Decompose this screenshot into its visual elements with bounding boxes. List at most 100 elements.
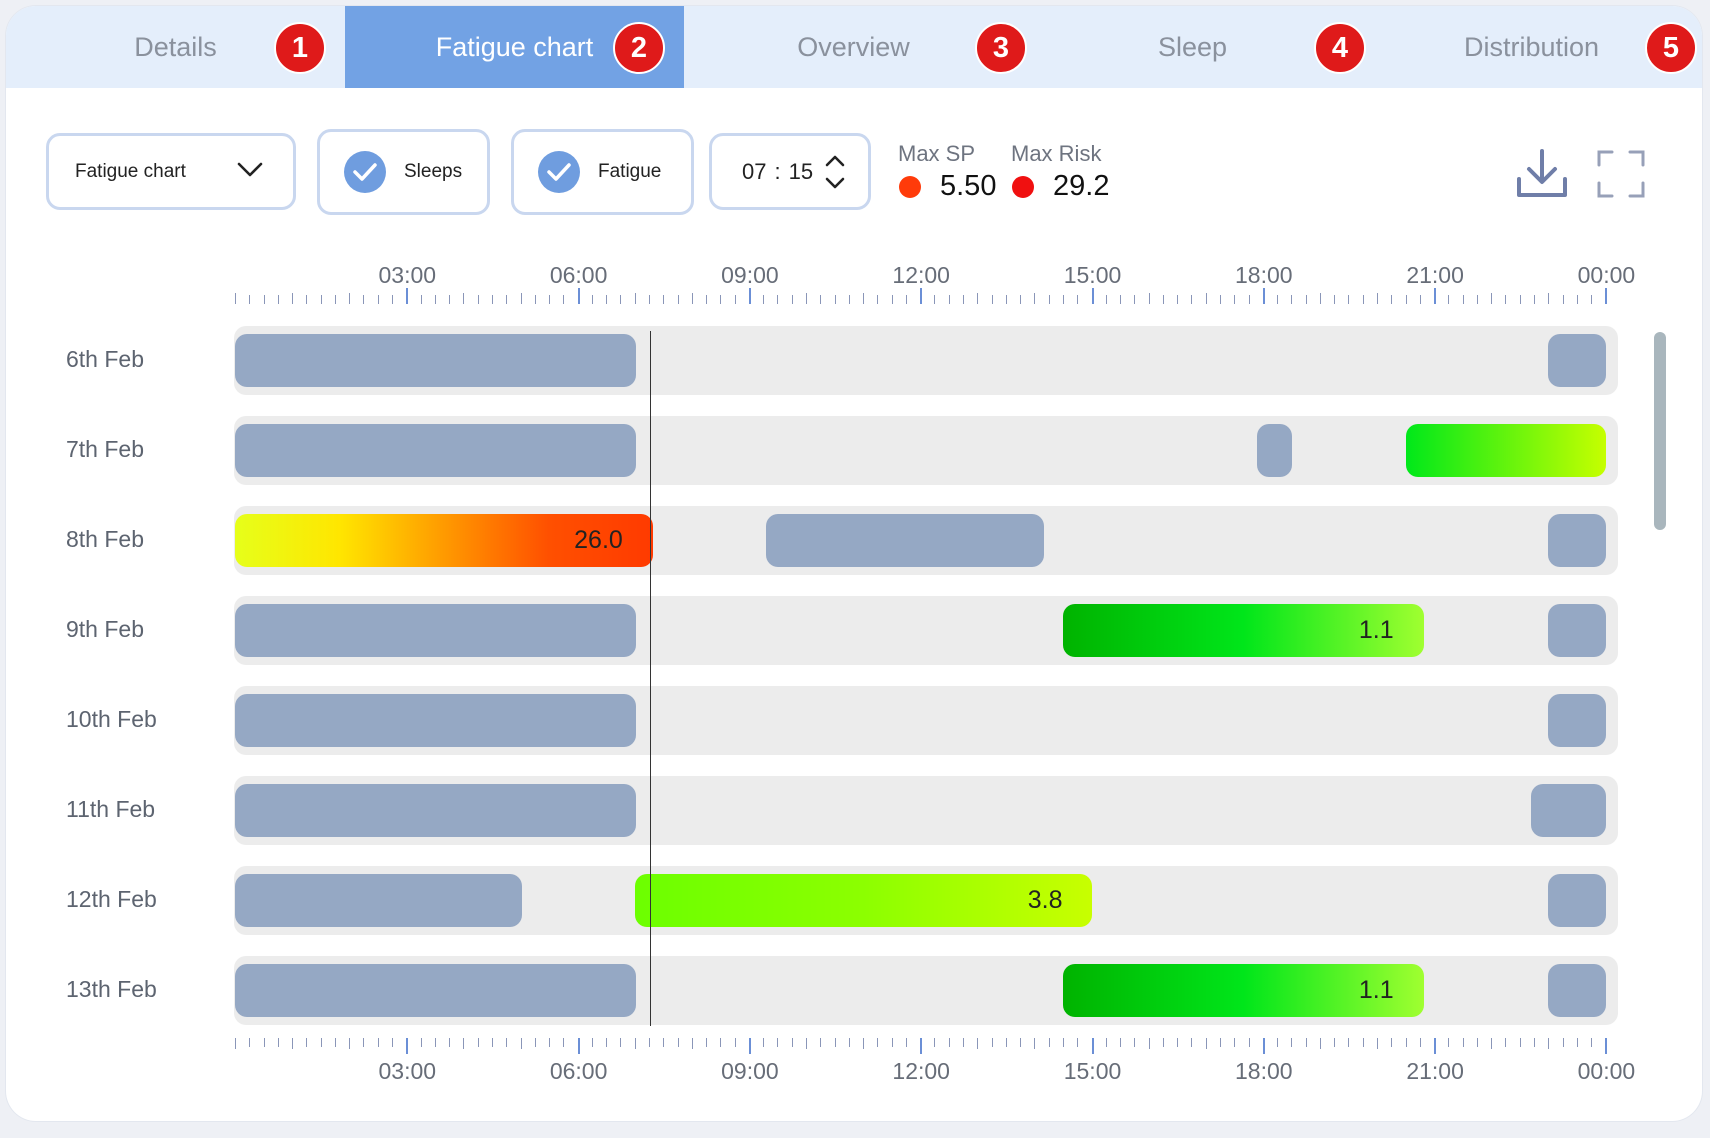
axis-tick: [791, 1038, 793, 1047]
sleep-bar[interactable]: [1257, 424, 1293, 477]
axis-tick: [434, 295, 436, 304]
axis-tick: [863, 1038, 865, 1049]
time-input[interactable]: 07 : 15: [709, 133, 871, 210]
axis-tick: [891, 1038, 893, 1047]
sleep-bar[interactable]: [235, 874, 522, 927]
axis-tick: [905, 1038, 907, 1047]
fatigue-bar[interactable]: 1.1: [1062, 604, 1424, 657]
sleep-bar[interactable]: [1531, 784, 1606, 837]
fatigue-bar[interactable]: [1405, 424, 1606, 477]
axis-tick: [1148, 293, 1150, 304]
axis-tick: [1519, 295, 1521, 304]
axis-tick: [706, 1038, 708, 1047]
fullscreen-icon[interactable]: [1596, 149, 1646, 199]
axis-tick: [406, 288, 409, 304]
sleep-bar[interactable]: [1548, 334, 1606, 387]
axis-tick: [1305, 1038, 1307, 1047]
axis-tick: [1334, 1038, 1336, 1047]
axis-tick: [1348, 1038, 1350, 1047]
fatigue-toggle[interactable]: Fatigue: [511, 129, 694, 215]
chart-scrollbar[interactable]: [1654, 332, 1666, 530]
axis-tick: [1091, 288, 1094, 304]
sleep-bar[interactable]: [766, 514, 1044, 567]
axis-tick: [1348, 295, 1350, 304]
axis-tick: [720, 295, 722, 304]
fatigue-value-label: 26.0: [574, 526, 623, 554]
axis-tick: [934, 1038, 936, 1047]
sleeps-toggle[interactable]: Sleeps: [317, 129, 490, 215]
axis-tick: [1319, 1038, 1321, 1049]
sleep-bar[interactable]: [1548, 514, 1606, 567]
fatigue-bar[interactable]: 3.8: [634, 874, 1093, 927]
sleep-bar[interactable]: [1548, 964, 1606, 1017]
axis-tick: [748, 288, 751, 304]
axis-tick: [392, 1038, 394, 1047]
axis-tick: [292, 293, 294, 304]
axis-tick: [1405, 1038, 1407, 1047]
axis-tick: [1205, 293, 1207, 304]
axis-tick: [349, 1038, 351, 1049]
axis-tick: [1534, 1038, 1536, 1047]
sleep-bar[interactable]: [235, 604, 636, 657]
x-axis-label-bottom: 18:00: [1235, 1058, 1293, 1084]
axis-tick: [420, 295, 422, 304]
axis-tick: [606, 295, 608, 304]
axis-tick: [263, 1038, 265, 1047]
tab-details[interactable]: Details: [6, 6, 345, 88]
sleep-bar[interactable]: [235, 424, 636, 477]
badge-1: 1: [274, 22, 326, 74]
fatigue-bar[interactable]: 1.1: [1062, 964, 1424, 1017]
fatigue-bar[interactable]: 26.0: [235, 514, 653, 567]
axis-tick: [820, 295, 822, 304]
axis-tick: [377, 1038, 379, 1047]
x-axis-label-top: 03:00: [378, 262, 437, 288]
axis-tick: [1048, 1038, 1050, 1047]
sleep-bar[interactable]: [1548, 694, 1606, 747]
axis-tick: [877, 1038, 879, 1047]
axis-tick: [292, 1038, 294, 1049]
axis-tick: [734, 295, 736, 304]
axis-tick: [606, 1038, 608, 1047]
sleep-bar[interactable]: [235, 694, 636, 747]
axis-tick: [277, 295, 279, 304]
axis-tick: [763, 1038, 765, 1047]
badge-4: 4: [1314, 22, 1366, 74]
sleep-bar[interactable]: [1548, 874, 1606, 927]
axis-tick: [1605, 1038, 1608, 1054]
axis-tick: [1305, 295, 1307, 304]
axis-tick: [1548, 1038, 1550, 1049]
axis-tick: [235, 1038, 236, 1049]
axis-tick: [320, 1038, 322, 1047]
x-axis-label-top: 09:00: [721, 262, 779, 288]
sleep-bar[interactable]: [235, 334, 636, 387]
x-axis-label-top: 12:00: [892, 262, 950, 288]
axis-tick: [848, 1038, 850, 1047]
axis-tick: [1062, 295, 1064, 304]
download-icon[interactable]: [1514, 147, 1570, 201]
x-axis-label-bottom: 00:00: [1577, 1058, 1636, 1084]
tab-distribution[interactable]: Distribution: [1362, 6, 1701, 88]
chart-type-select[interactable]: Fatigue chart: [46, 133, 296, 210]
tab-label: Sleep: [1157, 31, 1228, 62]
axis-tick: [648, 295, 650, 304]
axis-tick: [1576, 1038, 1578, 1047]
check-icon: [538, 151, 580, 193]
tab-sleep[interactable]: Sleep: [1023, 6, 1362, 88]
sleep-bar[interactable]: [235, 784, 636, 837]
axis-tick: [777, 295, 779, 304]
tab-overview[interactable]: Overview: [684, 6, 1023, 88]
max-risk-label: Max Risk: [1011, 141, 1102, 166]
sleep-bar[interactable]: [235, 964, 636, 1017]
fatigue-value-label: 1.1: [1358, 976, 1394, 1004]
axis-tick: [249, 1038, 251, 1047]
chart-type-value: Fatigue chart: [75, 160, 186, 182]
axis-tick: [1048, 295, 1050, 304]
axis-tick: [1291, 295, 1293, 304]
axis-tick: [1391, 1038, 1393, 1047]
axis-tick: [834, 1038, 836, 1047]
stepper-icon[interactable]: [824, 152, 846, 192]
sleep-bar[interactable]: [1548, 604, 1606, 657]
axis-tick: [277, 1038, 279, 1047]
chevron-down-icon: [237, 162, 263, 177]
axis-tick: [1177, 1038, 1179, 1047]
